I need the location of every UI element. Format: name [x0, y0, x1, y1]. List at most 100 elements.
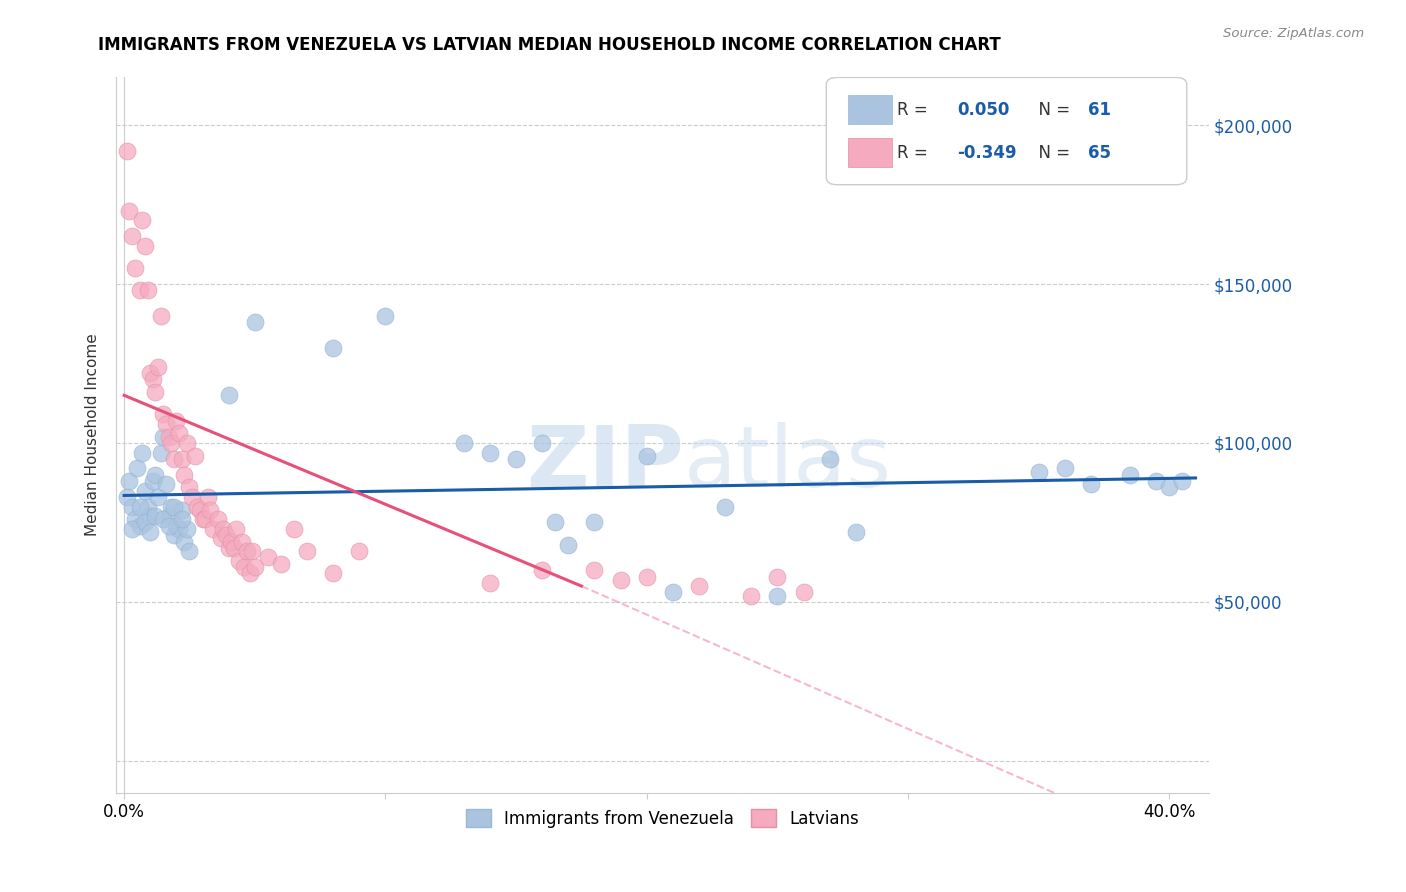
- Point: [157, 509, 180, 524]
- Point: [662, 585, 685, 599]
- Point: [155, 417, 177, 431]
- Point: [179, 481, 201, 495]
- Point: [322, 341, 344, 355]
- Point: [200, 502, 222, 516]
- Point: [212, 522, 235, 536]
- Point: [270, 557, 292, 571]
- Point: [793, 585, 815, 599]
- FancyBboxPatch shape: [848, 95, 891, 124]
- Text: -0.349: -0.349: [957, 144, 1017, 161]
- Point: [128, 518, 150, 533]
- Point: [118, 474, 141, 488]
- Point: [152, 512, 174, 526]
- Point: [218, 541, 240, 555]
- Point: [146, 359, 169, 374]
- Point: [157, 518, 180, 533]
- Text: Source: ZipAtlas.com: Source: ZipAtlas.com: [1223, 27, 1364, 40]
- Point: [181, 490, 204, 504]
- Point: [283, 522, 305, 536]
- Point: [139, 524, 162, 539]
- Point: [236, 544, 259, 558]
- Point: [188, 502, 211, 516]
- Point: [146, 490, 169, 504]
- Point: [176, 522, 198, 536]
- Point: [505, 451, 527, 466]
- Point: [207, 512, 229, 526]
- Point: [714, 500, 737, 514]
- Text: 61: 61: [1088, 101, 1111, 119]
- Point: [478, 575, 501, 590]
- Text: R =: R =: [897, 144, 934, 161]
- Point: [163, 500, 186, 514]
- Point: [609, 573, 631, 587]
- FancyBboxPatch shape: [827, 78, 1187, 185]
- Point: [134, 483, 156, 498]
- Point: [165, 414, 187, 428]
- Point: [209, 532, 232, 546]
- Point: [197, 490, 219, 504]
- Point: [160, 436, 183, 450]
- Text: N =: N =: [1028, 144, 1076, 161]
- Point: [115, 144, 138, 158]
- Point: [121, 522, 143, 536]
- Point: [145, 509, 167, 524]
- Text: atlas: atlas: [685, 422, 893, 505]
- Point: [131, 445, 153, 459]
- Point: [163, 528, 186, 542]
- Point: [243, 315, 266, 329]
- Text: ZIP: ZIP: [526, 422, 685, 505]
- Point: [219, 534, 242, 549]
- Point: [136, 284, 159, 298]
- Point: [225, 522, 247, 536]
- Point: [173, 467, 195, 482]
- Point: [183, 449, 205, 463]
- Point: [136, 500, 159, 514]
- Point: [740, 589, 762, 603]
- Text: N =: N =: [1028, 101, 1076, 119]
- Point: [152, 408, 174, 422]
- Point: [124, 512, 146, 526]
- Point: [215, 528, 238, 542]
- Point: [583, 563, 606, 577]
- Point: [155, 477, 177, 491]
- Point: [218, 388, 240, 402]
- Point: [186, 500, 208, 514]
- Point: [191, 512, 214, 526]
- Point: [124, 261, 146, 276]
- Point: [134, 516, 156, 530]
- Point: [163, 451, 186, 466]
- Point: [145, 385, 167, 400]
- FancyBboxPatch shape: [848, 138, 891, 167]
- Text: R =: R =: [897, 101, 934, 119]
- Point: [149, 309, 172, 323]
- Point: [531, 436, 554, 450]
- Point: [231, 534, 253, 549]
- Point: [243, 560, 266, 574]
- Point: [557, 538, 579, 552]
- Point: [170, 502, 193, 516]
- Point: [149, 445, 172, 459]
- Point: [636, 449, 658, 463]
- Point: [1144, 474, 1167, 488]
- Point: [176, 436, 198, 450]
- Point: [173, 534, 195, 549]
- Point: [167, 522, 190, 536]
- Point: [636, 569, 658, 583]
- Point: [228, 553, 250, 567]
- Point: [139, 509, 162, 524]
- Point: [142, 372, 165, 386]
- Point: [131, 213, 153, 227]
- Point: [1171, 474, 1194, 488]
- Point: [322, 566, 344, 581]
- Point: [1119, 467, 1142, 482]
- Point: [157, 430, 180, 444]
- Point: [583, 516, 606, 530]
- Text: 65: 65: [1088, 144, 1111, 161]
- Point: [121, 500, 143, 514]
- Point: [766, 569, 789, 583]
- Point: [170, 512, 193, 526]
- Point: [145, 467, 167, 482]
- Point: [531, 563, 554, 577]
- Point: [1053, 461, 1076, 475]
- Point: [453, 436, 475, 450]
